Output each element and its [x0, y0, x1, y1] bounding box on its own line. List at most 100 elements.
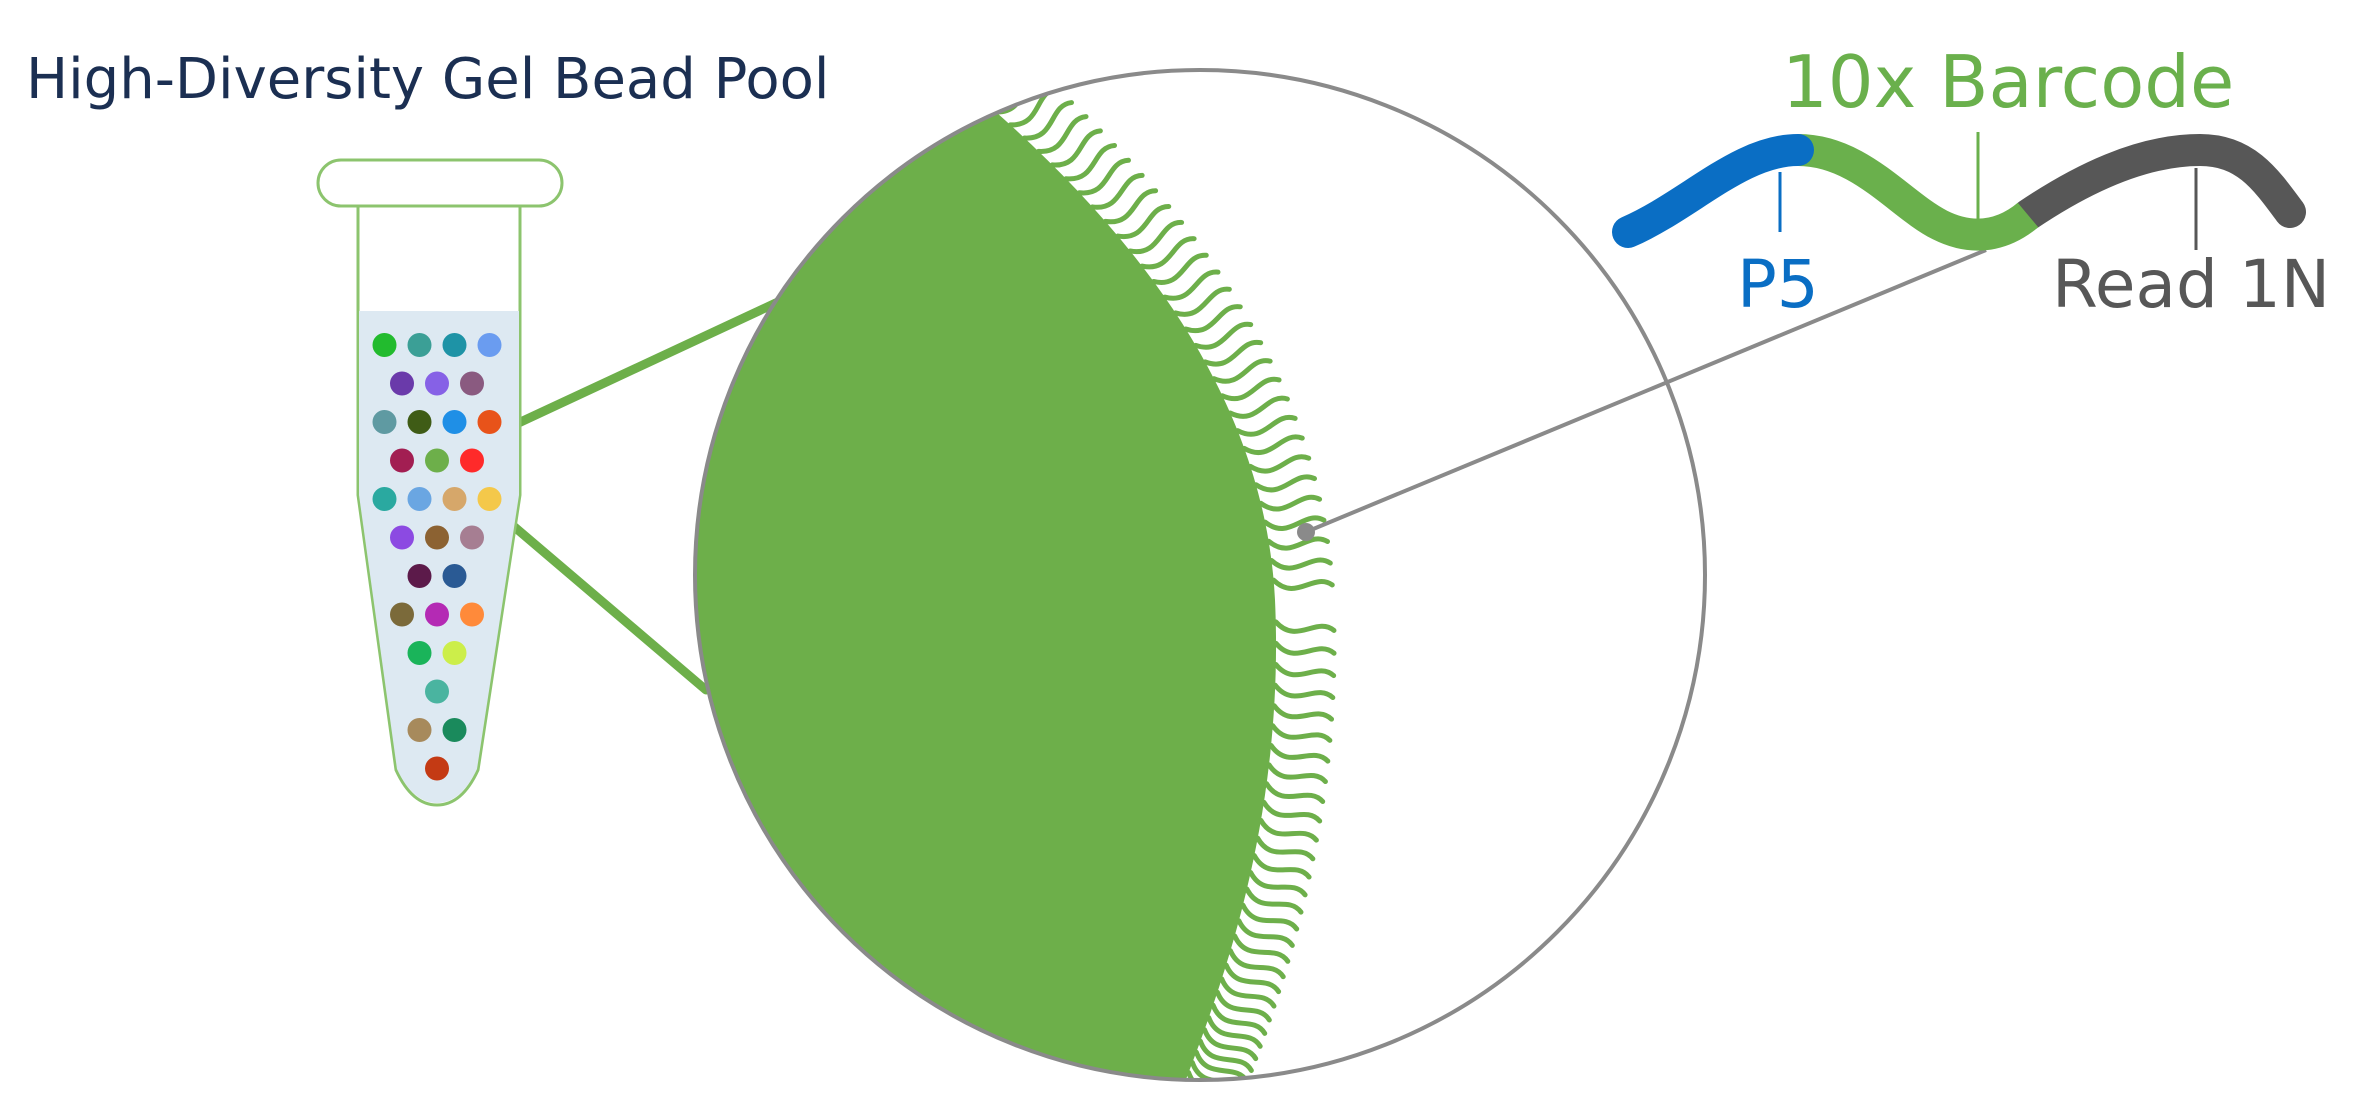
oligo-strand — [1227, 395, 1290, 419]
oligo-strand — [1211, 358, 1273, 384]
tube-bead — [442, 641, 467, 665]
oligo-strand — [1270, 723, 1333, 743]
oligo-strand — [1264, 781, 1326, 804]
tube-bead — [372, 333, 397, 357]
tube-bead — [442, 487, 467, 511]
tube-bead — [477, 333, 502, 357]
tube-cap — [316, 158, 564, 208]
oligo-strand — [1214, 989, 1272, 1023]
tube-liquid — [359, 311, 519, 803]
oligo-strand — [1235, 414, 1298, 437]
tube-bead — [372, 487, 397, 511]
oligo-strand — [1273, 619, 1337, 634]
oligo-strand — [1219, 376, 1282, 402]
tube-bead — [442, 564, 467, 588]
oligo-strand — [1273, 661, 1337, 679]
tube-bead — [425, 371, 449, 396]
oligo-strand — [1139, 236, 1197, 270]
oligo-strand — [1089, 172, 1145, 210]
tube-bead — [460, 371, 484, 396]
tube-bead — [425, 602, 449, 627]
tube-bead — [460, 448, 484, 473]
oligo-strand — [1268, 742, 1331, 764]
tube-bead — [425, 679, 449, 704]
tube-beads — [372, 333, 502, 781]
tube-bead — [442, 410, 467, 434]
oligo-strand — [1202, 339, 1264, 367]
oligo-strand — [1271, 703, 1335, 722]
oligo-strand — [1172, 286, 1232, 317]
tube-bead — [477, 487, 502, 511]
barcode-label: 10x Barcode — [1782, 40, 2235, 124]
oligo-strand — [1240, 902, 1300, 932]
oligo-strand — [1247, 454, 1312, 474]
tube-bead — [460, 602, 484, 627]
sample-tube — [316, 158, 564, 807]
oligo-strand — [1273, 640, 1337, 656]
oligo-strand — [1151, 252, 1209, 285]
oligo-strand — [1197, 1038, 1254, 1073]
oligo-strand — [1049, 128, 1103, 168]
oligo-strand — [1272, 682, 1336, 701]
oligo-strand — [1266, 536, 1330, 551]
read-1n-segment — [2012, 133, 2306, 231]
tube-bead — [442, 333, 467, 357]
oligo-strand — [1271, 577, 1335, 591]
tube-bead — [407, 410, 432, 434]
oligo-strand — [1102, 188, 1159, 225]
oligo-strand — [1253, 474, 1317, 493]
oligo-strand — [1189, 1060, 1246, 1080]
oligo-strand — [1127, 219, 1185, 255]
magnifier — [693, 68, 1707, 1082]
oligo-strand — [1262, 515, 1327, 531]
oligo-strand — [1193, 322, 1254, 350]
oligo-strand — [1227, 948, 1286, 980]
p5-segment — [1612, 134, 1814, 248]
oligo-strand — [1183, 304, 1243, 334]
oligo-strand — [1248, 869, 1308, 898]
oligo-strand — [1266, 762, 1328, 785]
p5-label: P5 — [1737, 246, 1819, 323]
oligo-strand — [1255, 835, 1316, 862]
tube-bead — [425, 448, 449, 473]
magnifier-lens — [693, 68, 1707, 1082]
tube-bead — [407, 487, 432, 511]
oligo-strand — [1202, 1027, 1259, 1062]
oligo-strand — [1076, 157, 1131, 196]
oligo-strand — [1258, 494, 1323, 512]
tube-bead — [390, 371, 414, 396]
tube-bead — [425, 525, 449, 550]
tube-bead — [390, 602, 414, 627]
oligo-pointer — [1297, 248, 1987, 541]
oligo-strand — [1232, 933, 1291, 964]
oligo-strand — [1115, 203, 1172, 240]
tube-bead — [390, 525, 414, 550]
oligo-strand — [1236, 918, 1295, 948]
oligo-construct — [1612, 132, 2306, 251]
tube-bead — [390, 448, 414, 473]
oligo-pointer-dot — [1297, 523, 1315, 541]
oligo-strand — [1063, 142, 1118, 182]
oligo-strand — [1162, 269, 1221, 301]
tube-bead — [442, 718, 467, 742]
tube-bead — [477, 410, 502, 434]
oligo-strand — [1258, 817, 1319, 843]
oligo-strand — [1210, 1002, 1268, 1036]
magnified-gel-bead — [695, 112, 1276, 1080]
oligo-strand — [1261, 799, 1323, 824]
oligo-strand — [1206, 1015, 1263, 1049]
tube-bead — [407, 718, 432, 742]
tube-bead — [425, 756, 449, 781]
barcode-segment — [1797, 134, 2039, 251]
oligo-strand — [1223, 962, 1282, 995]
oligo-strand — [1241, 434, 1305, 456]
diagram-title: High-Diversity Gel Bead Pool — [26, 47, 830, 112]
oligo-strand — [1036, 114, 1089, 154]
oligo-strand — [1022, 100, 1074, 141]
oligo-strand — [1186, 1070, 1242, 1080]
tube-bead — [460, 525, 484, 550]
tube-bead — [407, 564, 432, 588]
oligo-strand — [1251, 853, 1312, 880]
